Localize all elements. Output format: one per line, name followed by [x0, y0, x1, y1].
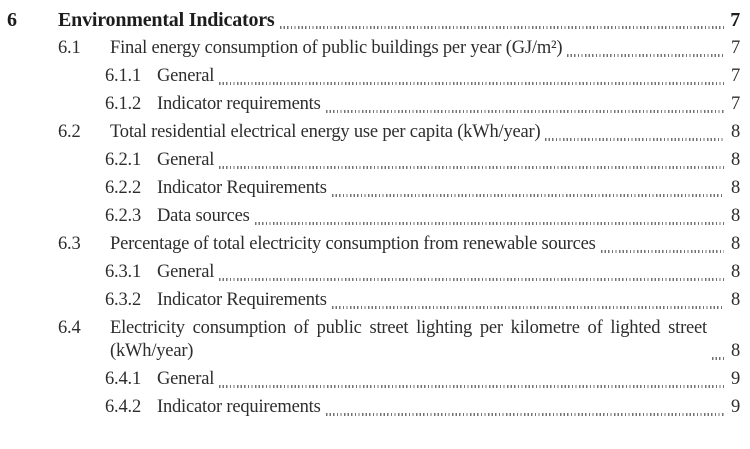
entry-number: 6.1.2	[105, 94, 142, 114]
entry-title: General	[157, 150, 215, 170]
toc-entry: 6.4 Electricity consumption of public st…	[0, 317, 740, 363]
dot-leader	[219, 82, 724, 85]
entry-number: 6.3	[58, 234, 81, 254]
entry-number: 6.4.1	[105, 369, 142, 389]
toc-entry: 6.2.2 Indicator Requirements 8	[0, 177, 740, 200]
entry-number: 6.1.1	[105, 66, 142, 86]
page-number: 7	[730, 94, 740, 114]
toc-entry: 6 Environmental Indicators 7	[0, 9, 740, 32]
entry-number: 6.3.1	[105, 262, 142, 282]
toc-entry: 6.4.2 Indicator requirements 9	[0, 396, 740, 419]
dot-leader	[219, 278, 724, 281]
dot-leader	[279, 26, 724, 29]
toc-entry: 6.1.1 General 7	[0, 65, 740, 88]
entry-number: 6.4	[58, 318, 81, 338]
entry-title: Data sources	[157, 206, 250, 226]
entry-title: Final energy consumption of public build…	[110, 38, 563, 58]
dot-leader	[331, 194, 724, 197]
toc-entry: 6.2.1 General 8	[0, 149, 740, 172]
dot-leader	[331, 306, 724, 309]
page-number: 8	[730, 150, 740, 170]
dot-leader	[219, 385, 724, 388]
entry-title: General	[157, 369, 215, 389]
page-number: 9	[730, 397, 740, 417]
entry-number: 6	[7, 9, 17, 31]
entry-number: 6.4.2	[105, 397, 142, 417]
toc-entry: 6.3.1 General 8	[0, 261, 740, 284]
entry-title: Environmental Indicators	[58, 9, 275, 31]
dot-leader	[325, 413, 724, 416]
entry-title: Indicator Requirements	[157, 178, 327, 198]
page-number: 8	[730, 122, 740, 142]
entry-title: Indicator requirements	[157, 397, 321, 417]
entry-title: Electricity consumption of public street…	[110, 318, 707, 361]
toc-entry: 6.3.2 Indicator Requirements 8	[0, 289, 740, 312]
page-number: 8	[730, 178, 740, 198]
entry-title: General	[157, 262, 215, 282]
page-number: 8	[730, 262, 740, 282]
page-number: 8	[730, 341, 740, 361]
toc-entry: 6.4.1 General 9	[0, 368, 740, 391]
entry-title: Percentage of total electricity consumpt…	[110, 234, 596, 254]
dot-leader	[567, 54, 724, 57]
toc-entry: 6.2 Total residential electrical energy …	[0, 121, 740, 144]
toc-entry: 6.1.2 Indicator requirements 7	[0, 93, 740, 116]
dot-leader	[600, 250, 724, 253]
dot-leader	[219, 166, 724, 169]
toc-entry-list: 6 Environmental Indicators 7 6.1 Final e…	[0, 9, 740, 419]
entry-title: General	[157, 66, 215, 86]
page-number: 9	[730, 369, 740, 389]
entry-title: Total residential electrical energy use …	[110, 122, 541, 142]
entry-number: 6.2.3	[105, 206, 142, 226]
toc-entry: 6.3 Percentage of total electricity cons…	[0, 233, 740, 256]
entry-number: 6.2.1	[105, 150, 142, 170]
entry-number: 6.2	[58, 122, 81, 142]
entry-title: Indicator requirements	[157, 94, 321, 114]
page-number: 7	[730, 66, 740, 86]
toc-entry: 6.2.3 Data sources 8	[0, 205, 740, 228]
dot-leader	[545, 138, 724, 141]
page-number: 7	[730, 38, 740, 58]
page-number: 7	[730, 9, 740, 31]
entry-number: 6.2.2	[105, 178, 142, 198]
entry-number: 6.1	[58, 38, 81, 58]
entry-number: 6.3.2	[105, 290, 142, 310]
page-number: 8	[730, 290, 740, 310]
entry-title: Indicator Requirements	[157, 290, 327, 310]
page-number: 8	[730, 234, 740, 254]
page-number: 8	[730, 206, 740, 226]
toc-entry: 6.1 Final energy consumption of public b…	[0, 37, 740, 60]
dot-leader	[325, 110, 724, 113]
dot-leader	[254, 222, 724, 225]
dot-leader	[712, 357, 724, 360]
